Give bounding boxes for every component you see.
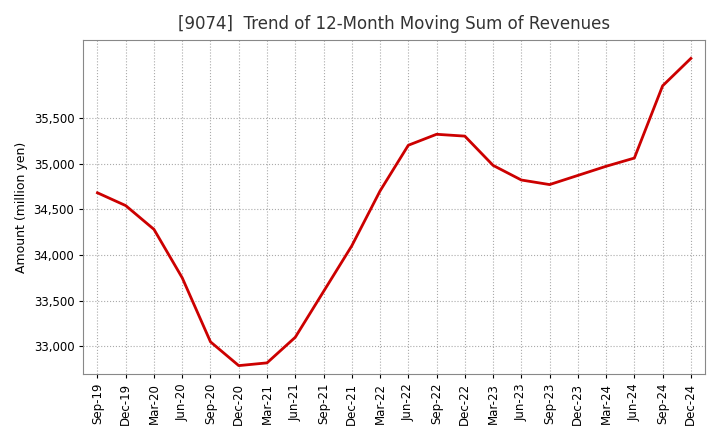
Y-axis label: Amount (million yen): Amount (million yen) [15,141,28,273]
Title: [9074]  Trend of 12-Month Moving Sum of Revenues: [9074] Trend of 12-Month Moving Sum of R… [178,15,611,33]
